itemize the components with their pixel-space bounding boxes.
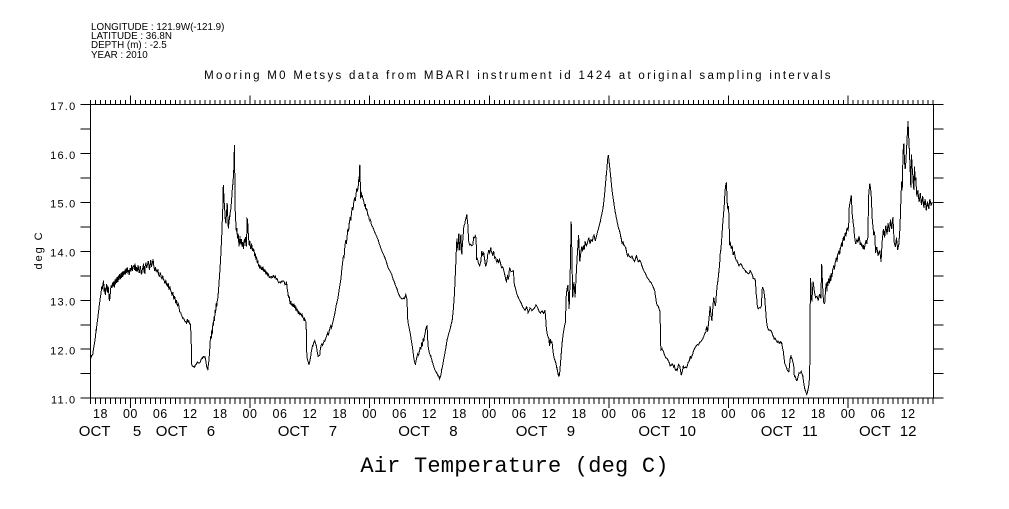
svg-text:6: 6 [207,423,215,440]
svg-text:06: 06 [751,407,766,421]
svg-text:16.0: 16.0 [50,150,76,162]
svg-text:12: 12 [422,407,437,421]
svg-text:18: 18 [93,407,108,421]
svg-text:10: 10 [679,423,696,440]
svg-text:00: 00 [362,407,377,421]
svg-text:OCT: OCT [156,423,188,440]
svg-text:11.0: 11.0 [51,395,76,407]
svg-text:OCT: OCT [79,423,111,440]
svg-text:18: 18 [811,407,826,421]
svg-text:9: 9 [567,423,575,440]
svg-text:OCT: OCT [638,423,670,440]
svg-text:OCT: OCT [859,423,891,440]
svg-text:18: 18 [332,407,347,421]
svg-text:00: 00 [482,407,497,421]
svg-text:12: 12 [183,407,198,421]
svg-text:7: 7 [329,423,337,440]
svg-text:13.0: 13.0 [50,297,76,309]
svg-text:OCT: OCT [761,423,793,440]
svg-text:18: 18 [452,407,467,421]
svg-text:00: 00 [243,407,258,421]
svg-text:00: 00 [602,407,617,421]
svg-text:06: 06 [392,407,407,421]
svg-text:12: 12 [661,407,676,421]
svg-text:06: 06 [273,407,288,421]
svg-text:06: 06 [871,407,886,421]
svg-text:5: 5 [133,423,141,440]
svg-text:12: 12 [302,407,317,421]
svg-text:12: 12 [781,407,796,421]
svg-text:18: 18 [572,407,587,421]
svg-text:OCT: OCT [398,423,430,440]
svg-text:12: 12 [901,407,916,421]
svg-text:06: 06 [153,407,168,421]
svg-text:12.0: 12.0 [50,346,76,358]
svg-text:15.0: 15.0 [50,199,76,211]
svg-text:18: 18 [213,407,228,421]
svg-text:00: 00 [123,407,138,421]
svg-text:17.0: 17.0 [50,101,76,113]
svg-text:00: 00 [841,407,856,421]
svg-text:OCT: OCT [516,423,548,440]
svg-text:06: 06 [512,407,527,421]
svg-text:8: 8 [449,423,457,440]
svg-text:14.0: 14.0 [50,248,76,260]
svg-text:06: 06 [631,407,646,421]
svg-text:11: 11 [802,423,818,440]
svg-text:18: 18 [691,407,706,421]
svg-text:00: 00 [721,407,736,421]
svg-text:12: 12 [542,407,557,421]
svg-text:12: 12 [900,423,917,440]
svg-text:OCT: OCT [278,423,310,440]
